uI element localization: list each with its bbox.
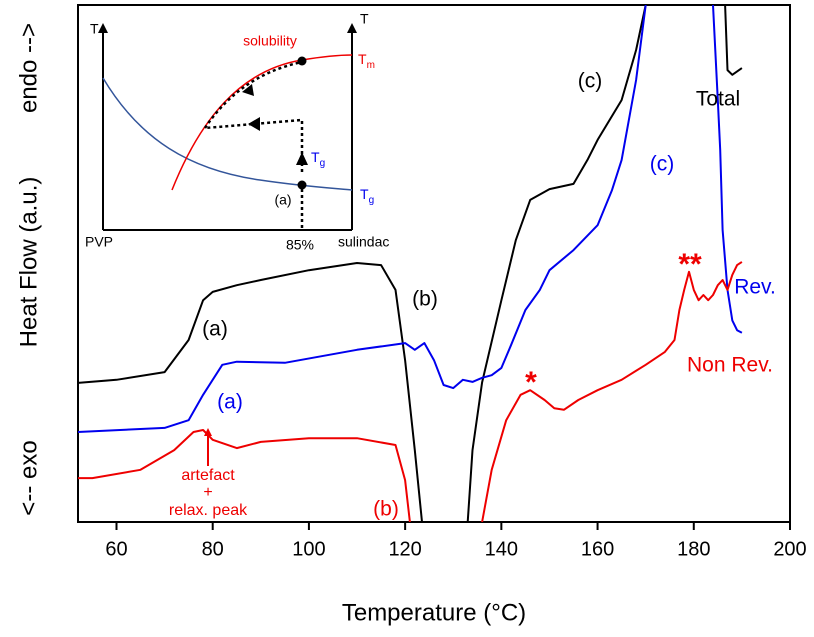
series-label: Non Rev.: [687, 354, 773, 377]
inset-label-main: T: [360, 186, 369, 202]
inset-point: [297, 56, 307, 66]
inset: T T solubility Tm Tg Tg (a) PVP 85% suli…: [85, 11, 389, 253]
inset-label-sub: g: [320, 158, 326, 169]
x-axis-label: Temperature (°C): [342, 599, 526, 626]
inset-label-main: T: [311, 149, 320, 165]
inset-tg-curve: [102, 77, 353, 191]
inset-label: sulindac: [338, 234, 389, 250]
inset-label: PVP: [85, 234, 113, 250]
inset-arrow: [242, 84, 254, 96]
y-label-high: endo -->: [15, 23, 42, 113]
x-tick-label: 160: [581, 538, 614, 560]
series-line: [78, 261, 743, 522]
inset-label: Tg: [360, 186, 374, 206]
annotation: (b): [412, 288, 438, 311]
annotation: *: [525, 366, 537, 399]
inset-label-main: T: [358, 51, 367, 67]
inset-path: [203, 60, 303, 129]
x-tick-label: 200: [773, 538, 806, 560]
series-line: [78, 5, 743, 433]
x-tick-label: 120: [388, 538, 421, 560]
annotation: artefact: [181, 467, 235, 484]
y-label: Heat Flow (a.u.): [15, 177, 42, 348]
inset-label: Tg: [311, 149, 325, 169]
inset-arrow: [248, 117, 260, 131]
inset-solubility-curve: [171, 54, 353, 191]
annotation: (a): [217, 391, 243, 414]
x-tick-label: 60: [105, 538, 127, 560]
y-axis-labels: <-- exo Heat Flow (a.u.) endo -->: [15, 23, 42, 516]
x-tick-label: 140: [485, 538, 518, 560]
inset-label: (a): [274, 192, 291, 208]
x-tick-label: 100: [292, 538, 325, 560]
series-label: Total: [696, 88, 740, 111]
annotation: (a): [202, 318, 228, 341]
y-label-low: <-- exo: [15, 440, 42, 515]
plot-frame: [77, 4, 791, 523]
x-tick-label: 80: [202, 538, 224, 560]
inset-label: solubility: [243, 33, 297, 49]
series-label: Rev.: [734, 276, 776, 299]
inset-label: 85%: [286, 237, 314, 253]
inset-label-sub: g: [369, 195, 375, 206]
series-line: [78, 5, 743, 522]
inset-arrow: [296, 152, 308, 165]
inset-label: T: [360, 11, 369, 27]
annotation: +: [203, 484, 212, 501]
annotation: (c): [650, 153, 675, 176]
annotation: (c): [578, 70, 603, 93]
x-tick-label: 180: [677, 538, 710, 560]
annotation: **: [678, 248, 702, 281]
inset-point: [297, 180, 307, 190]
annotation: relax. peak: [169, 502, 248, 519]
inset-path: [204, 118, 304, 228]
curves: [78, 5, 743, 522]
inset-label: T: [90, 21, 99, 37]
inset-label: Tm: [358, 51, 375, 71]
annotation: (b): [373, 498, 399, 521]
inset-label-sub: m: [367, 60, 375, 71]
